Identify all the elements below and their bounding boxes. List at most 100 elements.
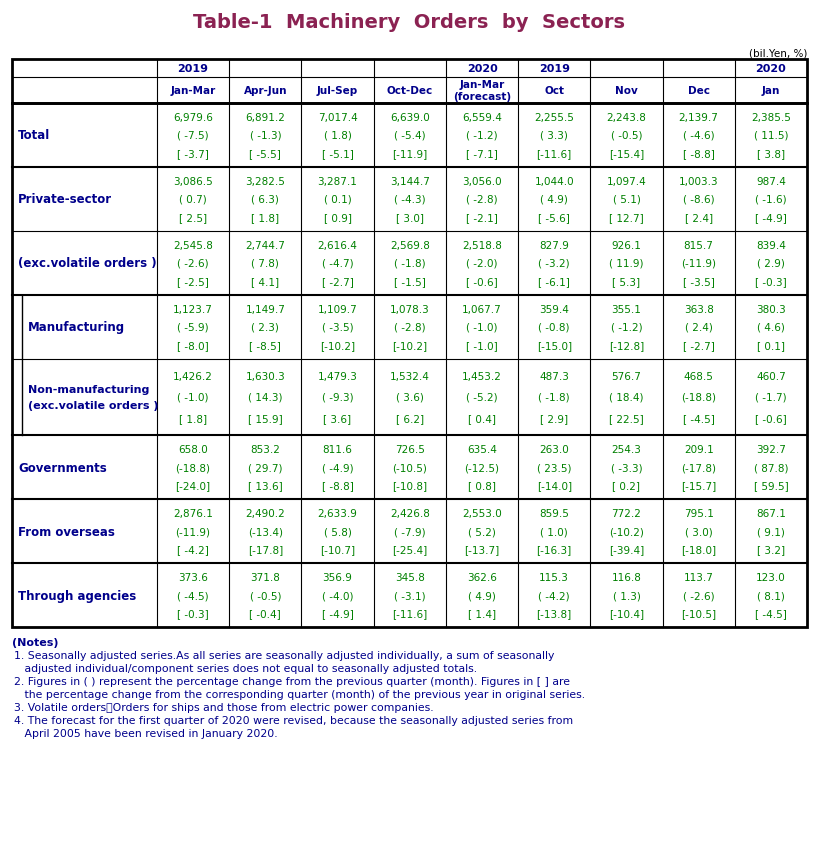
Text: ( -5.2): ( -5.2)	[466, 392, 498, 403]
Text: ( 2.3): ( 2.3)	[251, 322, 279, 333]
Text: ( -3.5): ( -3.5)	[322, 322, 353, 333]
Text: 345.8: 345.8	[395, 572, 425, 582]
Text: 468.5: 468.5	[684, 371, 713, 381]
Text: [ -6.1]: [ -6.1]	[538, 277, 570, 286]
Text: 209.1: 209.1	[684, 445, 713, 455]
Text: (exc.volatile orders ): (exc.volatile orders )	[28, 401, 159, 410]
Text: 6,559.4: 6,559.4	[462, 113, 502, 123]
Text: ( -1.7): ( -1.7)	[755, 392, 787, 403]
Text: [ -8.8]: [ -8.8]	[322, 480, 354, 490]
Text: Private-sector: Private-sector	[18, 193, 112, 206]
Text: Total: Total	[18, 129, 50, 143]
Text: 726.5: 726.5	[395, 445, 425, 455]
Text: Jan-Mar: Jan-Mar	[170, 86, 215, 96]
Text: From overseas: From overseas	[18, 525, 115, 538]
Text: ( 2.9): ( 2.9)	[757, 258, 785, 268]
Text: 115.3: 115.3	[539, 572, 569, 582]
Text: ( 3.6): ( 3.6)	[396, 392, 423, 403]
Text: [ -4.5]: [ -4.5]	[755, 609, 787, 618]
Text: ( 5.1): ( 5.1)	[613, 195, 640, 205]
Text: [ 0.2]: [ 0.2]	[613, 480, 640, 490]
Bar	[12, 60, 807, 627]
Text: [ -3.5]: [ -3.5]	[683, 277, 715, 286]
Text: ( -4.9): ( -4.9)	[322, 463, 353, 473]
Text: 839.4: 839.4	[756, 241, 785, 251]
Text: [ -8.0]: [ -8.0]	[177, 340, 209, 350]
Text: ( -0.5): ( -0.5)	[611, 131, 642, 141]
Text: Governments: Governments	[18, 461, 106, 474]
Text: 254.3: 254.3	[612, 445, 641, 455]
Text: ( -2.6): ( -2.6)	[683, 590, 714, 600]
Text: (-12.5): (-12.5)	[464, 463, 500, 473]
Text: [ -4.5]: [ -4.5]	[683, 414, 715, 424]
Text: (bil.Yen, %): (bil.Yen, %)	[749, 48, 807, 58]
Text: [ 3.0]: [ 3.0]	[396, 213, 423, 223]
Text: [-10.5]: [-10.5]	[681, 609, 717, 618]
Text: [ 0.9]: [ 0.9]	[324, 213, 351, 223]
Text: ( -1.8): ( -1.8)	[538, 392, 570, 403]
Text: 356.9: 356.9	[323, 572, 352, 582]
Text: [ 15.9]: [ 15.9]	[248, 414, 283, 424]
Text: ( 11.9): ( 11.9)	[609, 258, 644, 268]
Text: 1,630.3: 1,630.3	[246, 371, 285, 381]
Text: ( -1.2): ( -1.2)	[466, 131, 498, 141]
Text: 2,876.1: 2,876.1	[173, 509, 213, 518]
Text: 123.0: 123.0	[756, 572, 785, 582]
Text: 2019: 2019	[178, 64, 209, 74]
Text: [ 1.8]: [ 1.8]	[251, 213, 279, 223]
Text: ( 18.4): ( 18.4)	[609, 392, 644, 403]
Text: 359.4: 359.4	[539, 305, 569, 315]
Text: 795.1: 795.1	[684, 509, 713, 518]
Text: ( 8.1): ( 8.1)	[757, 590, 785, 600]
Text: (-10.2): (-10.2)	[609, 527, 644, 537]
Text: ( -2.8): ( -2.8)	[394, 322, 426, 333]
Text: Nov: Nov	[615, 86, 638, 96]
Text: [ -4.9]: [ -4.9]	[322, 609, 354, 618]
Text: Through agencies: Through agencies	[18, 589, 136, 602]
Text: Oct-Dec: Oct-Dec	[387, 86, 433, 96]
Text: 658.0: 658.0	[179, 445, 208, 455]
Text: [ 0.4]: [ 0.4]	[468, 414, 496, 424]
Text: Jul-Sep: Jul-Sep	[317, 86, 358, 96]
Text: 362.6: 362.6	[467, 572, 497, 582]
Text: [-39.4]: [-39.4]	[609, 544, 644, 555]
Text: 1,003.3: 1,003.3	[679, 177, 718, 187]
Text: [ 2.9]: [ 2.9]	[541, 414, 568, 424]
Text: [ -3.7]: [ -3.7]	[177, 149, 209, 159]
Text: [ -2.5]: [ -2.5]	[177, 277, 209, 286]
Text: 1. Seasonally adjusted series.As all series are seasonally adjusted individually: 1. Seasonally adjusted series.As all ser…	[14, 650, 554, 660]
Text: (exc.volatile orders ): (exc.volatile orders )	[18, 257, 156, 270]
Text: ( -7.5): ( -7.5)	[177, 131, 209, 141]
Text: [ 4.1]: [ 4.1]	[251, 277, 279, 286]
Text: 373.6: 373.6	[179, 572, 208, 582]
Text: ( -2.0): ( -2.0)	[466, 258, 498, 268]
Text: ( -0.8): ( -0.8)	[538, 322, 570, 333]
Text: ( -8.6): ( -8.6)	[683, 195, 714, 205]
Text: [ 3.6]: [ 3.6]	[324, 414, 351, 424]
Text: 116.8: 116.8	[612, 572, 641, 582]
Text: [ 6.2]: [ 6.2]	[396, 414, 424, 424]
Text: 6,639.0: 6,639.0	[390, 113, 430, 123]
Text: 3,086.5: 3,086.5	[174, 177, 213, 187]
Text: ( 1.0): ( 1.0)	[541, 527, 568, 537]
Text: [-15.0]: [-15.0]	[536, 340, 572, 350]
Text: (-18.8): (-18.8)	[175, 463, 210, 473]
Text: 2,385.5: 2,385.5	[751, 113, 791, 123]
Text: [ 2.4]: [ 2.4]	[685, 213, 713, 223]
Text: Jan-Mar: Jan-Mar	[459, 80, 505, 90]
Text: ( -4.0): ( -4.0)	[322, 590, 353, 600]
Text: 867.1: 867.1	[756, 509, 785, 518]
Text: ( 3.3): ( 3.3)	[541, 131, 568, 141]
Text: 380.3: 380.3	[756, 305, 785, 315]
Text: [ 13.6]: [ 13.6]	[248, 480, 283, 490]
Text: 576.7: 576.7	[612, 371, 641, 381]
Text: ( -1.0): ( -1.0)	[466, 322, 498, 333]
Text: [ -5.1]: [ -5.1]	[322, 149, 354, 159]
Text: 113.7: 113.7	[684, 572, 713, 582]
Text: 2,553.0: 2,553.0	[462, 509, 502, 518]
Text: 2. Figures in ( ) represent the percentage change from the previous quarter (mon: 2. Figures in ( ) represent the percenta…	[14, 676, 570, 686]
Text: [ 3.8]: [ 3.8]	[757, 149, 785, 159]
Text: (-11.9): (-11.9)	[681, 258, 716, 268]
Text: [ 0.8]: [ 0.8]	[468, 480, 496, 490]
Text: [ -5.5]: [ -5.5]	[250, 149, 281, 159]
